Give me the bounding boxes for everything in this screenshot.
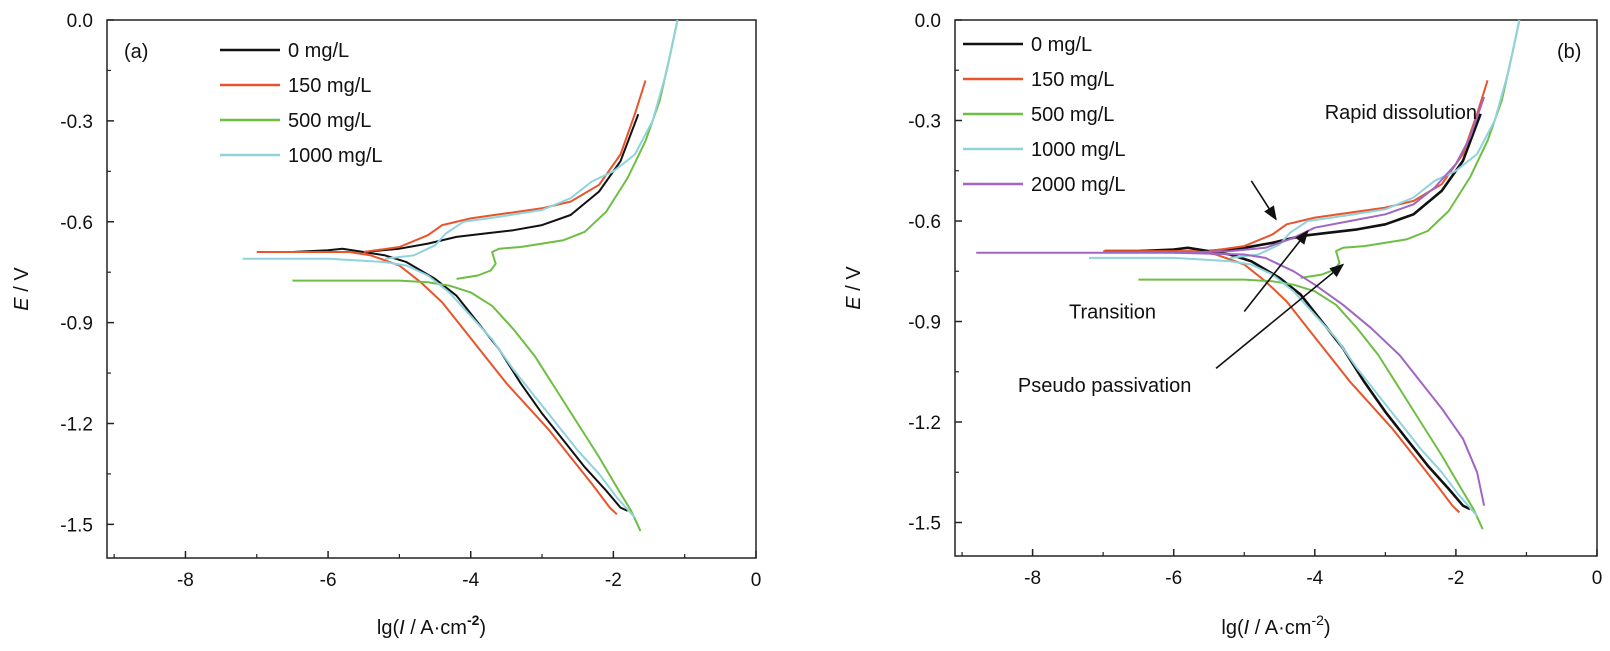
x-axis-title-symbol: I — [399, 617, 405, 639]
series-150-mg-l — [256, 80, 647, 516]
y-axis-title-unit: / V — [11, 267, 33, 298]
legend-label: 1000 mg/L — [1031, 139, 1126, 161]
y-axis-title: E / V — [11, 267, 33, 311]
anodic-branch — [1300, 19, 1521, 279]
y-axis-title-symbol: E — [11, 297, 33, 311]
x-axis-title-unit: / A·cm — [405, 617, 467, 639]
y-tick-label: -1.5 — [908, 514, 941, 535]
legend: 0 mg/L 150 mg/L 500 mg/L 1000 mg/L 2000 mg/L — [963, 34, 1126, 196]
x-tick-label: -6 — [320, 570, 337, 591]
series-1000-mg-l — [242, 19, 679, 519]
anodic-branch — [1229, 19, 1521, 259]
y-tick-label: 0.0 — [915, 11, 941, 32]
annotation-label: Pseudo passivation — [1018, 375, 1191, 397]
plot-frame — [106, 19, 757, 559]
annotation-arrow — [1243, 229, 1309, 312]
legend: 0 mg/L 150 mg/L 500 mg/L 1000 mg/L — [220, 40, 383, 167]
annotation: Transition — [1069, 229, 1309, 323]
annotation: Pseudo passivation — [1018, 263, 1345, 397]
x-axis-title-symbol: I — [1244, 617, 1250, 639]
x-tick-label: -2 — [605, 570, 622, 591]
series-2000-mg-l — [976, 96, 1486, 506]
legend-label: 500 mg/L — [1031, 104, 1114, 126]
cathodic-branch — [256, 251, 618, 516]
legend-label: 1000 mg/L — [288, 145, 383, 167]
series-150-mg-l — [1103, 80, 1489, 514]
panel-a: -8 -6 -4 -2 0 0.0 -0.3 -0.6 -0.9 -1.2 -1.5 lg(I / A… — [11, 11, 761, 639]
y-tick-label: 0.0 — [67, 11, 93, 32]
annotation-arrow — [1215, 263, 1345, 370]
anodic-branch — [384, 19, 679, 260]
y-tick-label: -1.2 — [908, 413, 941, 434]
annotation: Rapid dissolution — [1250, 102, 1477, 221]
x-axis-title: lg(I / A·cm-2) — [1221, 612, 1330, 639]
annotation-label: Transition — [1069, 301, 1156, 323]
cathodic-branch — [1104, 246, 1471, 511]
x-axis-title: lg(I / A·cm-2) — [377, 612, 486, 639]
annotation-label: Rapid dissolution — [1325, 102, 1477, 124]
x-tick-label: -2 — [1447, 568, 1464, 589]
anodic-branch — [1208, 113, 1482, 253]
x-axis-title-sup: -2 — [467, 612, 480, 628]
x-axis-title-close: ) — [1324, 617, 1331, 639]
y-axis-title-symbol: E — [843, 296, 865, 310]
x-axis-title-close: ) — [479, 617, 486, 639]
y-axis-title: E / V — [843, 266, 865, 310]
cathodic-branch — [1103, 250, 1461, 514]
plot-frame — [954, 19, 1598, 557]
x-tick-label: 0 — [1592, 568, 1603, 589]
series-1000-mg-l — [1089, 19, 1521, 517]
series-0-mg-l — [258, 113, 640, 512]
legend-label: 0 mg/L — [288, 40, 349, 62]
cathodic-branch — [242, 257, 636, 519]
legend-label: 500 mg/L — [288, 110, 371, 132]
x-axis-title-unit: / A·cm — [1249, 617, 1311, 639]
anodic-branch — [1173, 96, 1486, 254]
cathodic-branch — [292, 279, 642, 532]
series-0-mg-l — [1104, 113, 1482, 511]
y-tick-label: -1.5 — [60, 515, 93, 536]
x-tick-label: -4 — [462, 570, 479, 591]
y-axis-title-unit: / V — [843, 266, 865, 297]
legend-label: 150 mg/L — [1031, 69, 1114, 91]
anodic-branch — [456, 19, 679, 280]
cathodic-branch — [976, 251, 1486, 506]
cathodic-branch — [258, 247, 629, 512]
x-axis-title-pre: lg( — [377, 617, 400, 639]
x-tick-label: 0 — [751, 570, 762, 591]
x-tick-label: -6 — [1165, 568, 1182, 589]
cathodic-branch — [1089, 256, 1478, 517]
y-tick-label: -0.9 — [60, 314, 93, 335]
series-500-mg-l — [1138, 19, 1521, 530]
x-tick-label: -8 — [1024, 568, 1041, 589]
x-axis-title-sup: -2 — [1311, 612, 1324, 628]
legend-label: 150 mg/L — [288, 75, 371, 97]
panel-label: (a) — [124, 41, 148, 63]
y-tick-label: -1.2 — [60, 415, 93, 436]
legend-label: 2000 mg/L — [1031, 174, 1126, 196]
panel-b: -8 -6 -4 -2 0 0.0 -0.3 -0.6 -0.9 -1.2 -1.5 lg(I / A… — [843, 11, 1602, 639]
x-tick-label: -8 — [177, 570, 194, 591]
anodic-branch — [363, 113, 640, 253]
y-tick-label: -0.6 — [60, 213, 93, 234]
anodic-branch — [363, 80, 647, 253]
legend-label: 0 mg/L — [1031, 34, 1092, 56]
y-tick-label: -0.3 — [908, 112, 941, 133]
panel-label: (b) — [1557, 41, 1581, 63]
y-tick-label: -0.9 — [908, 313, 941, 334]
annotation-arrow — [1250, 180, 1277, 221]
y-tick-label: -0.3 — [60, 112, 93, 133]
y-tick-label: -0.6 — [908, 212, 941, 233]
x-tick-label: -4 — [1306, 568, 1323, 589]
cathodic-branch — [1138, 278, 1484, 530]
x-axis-title-pre: lg( — [1221, 617, 1244, 639]
